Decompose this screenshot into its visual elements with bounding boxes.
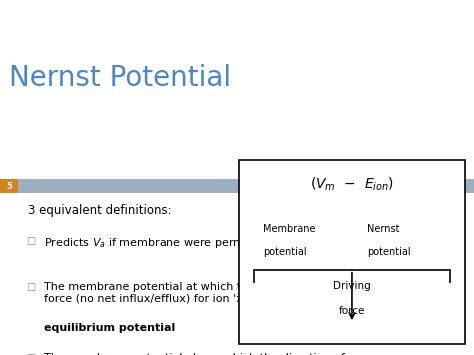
Text: The membrane potential above which the direction of
flux of ion 'x' reverses =: The membrane potential above which the d… xyxy=(44,353,345,355)
Text: The membrane potential at which there is no driving
force (no net influx/efflux): The membrane potential at which there is… xyxy=(44,282,339,304)
Bar xyxy=(0,179,18,193)
Text: force: force xyxy=(339,306,365,316)
Text: Nernst: Nernst xyxy=(367,224,400,234)
Text: Driving: Driving xyxy=(333,281,371,291)
Text: Predicts $V_a$ if membrane were permeable to only ion 'x': Predicts $V_a$ if membrane were permeabl… xyxy=(44,236,354,250)
Text: Membrane: Membrane xyxy=(263,224,316,234)
Text: potential: potential xyxy=(367,247,411,257)
Text: 3 equivalent definitions:: 3 equivalent definitions: xyxy=(28,204,172,217)
Text: 5: 5 xyxy=(6,182,12,191)
Text: □: □ xyxy=(26,282,36,292)
Text: $(V_m$  $-$  $E_{ion})$: $(V_m$ $-$ $E_{ion})$ xyxy=(310,176,394,193)
Text: □: □ xyxy=(26,353,36,355)
Text: Nernst Potential: Nernst Potential xyxy=(9,64,232,92)
Text: equilibrium potential: equilibrium potential xyxy=(44,323,175,333)
Text: potential: potential xyxy=(263,247,307,257)
Bar xyxy=(0,179,474,193)
Bar xyxy=(239,160,465,344)
Text: □: □ xyxy=(26,236,36,246)
